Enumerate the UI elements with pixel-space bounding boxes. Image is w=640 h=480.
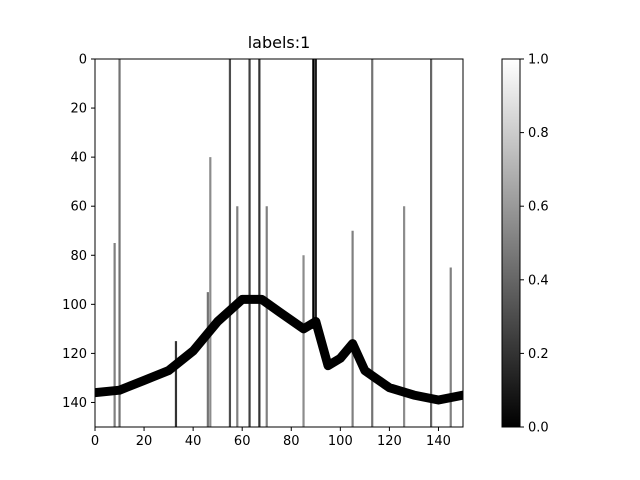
x-tick-label-6: 120: [377, 434, 402, 449]
band-point-5: [213, 317, 222, 326]
band-point-0: [95, 388, 99, 397]
colorbar-tick-label-5: 1.0: [528, 53, 549, 68]
band-point-11: [324, 361, 333, 370]
colorbar-axis: 0.0 0.2 0.4 0.6 0.8 1.0: [520, 53, 549, 436]
x-tick-label-0: 0: [91, 434, 99, 449]
x-tick-label-3: 60: [234, 434, 251, 449]
plot-frame: [94, 58, 464, 428]
band-point-8: [275, 307, 283, 316]
colorbar-gradient: [501, 58, 521, 428]
band-point-9: [299, 324, 308, 333]
band-point-2: [140, 376, 149, 385]
dark-band: [95, 294, 463, 405]
band-point-14: [360, 366, 369, 375]
colorbar-tick-label-2: 0.4: [528, 273, 549, 288]
heatmap-background: [95, 59, 463, 427]
colorbar-tick-label-1: 0.2: [528, 347, 549, 362]
y-tick-label-5: 100: [62, 298, 87, 313]
chart-title: labels:1: [248, 33, 311, 52]
x-axis: 0 20 40 60 80 100 120 140: [91, 427, 451, 449]
x-tick-label-5: 100: [328, 434, 353, 449]
band-point-3: [164, 366, 173, 375]
band-point-1: [115, 386, 124, 395]
x-tick-label-4: 80: [283, 434, 300, 449]
band-point-17: [434, 396, 443, 405]
colorbar: 0.0 0.2 0.4 0.6 0.8 1.0: [501, 53, 549, 436]
y-tick-label-4: 80: [70, 249, 87, 264]
band-point-16: [409, 391, 418, 400]
band-point-7: [257, 295, 266, 304]
x-tick-label-7: 140: [426, 434, 451, 449]
y-tick-label-2: 40: [70, 151, 87, 166]
y-tick-label-3: 60: [70, 200, 87, 215]
colorbar-tick-label-0: 0.0: [528, 421, 549, 436]
colorbar-tick-label-3: 0.6: [528, 200, 549, 215]
heatmap-image: [95, 59, 463, 427]
x-tick-label-1: 20: [136, 434, 153, 449]
band-point-13: [348, 339, 357, 348]
y-tick-label-1: 20: [70, 102, 87, 117]
band-point-4: [189, 346, 198, 355]
y-tick-label-0: 0: [79, 53, 87, 68]
band-point-6: [238, 295, 247, 304]
band-point-18: [459, 391, 463, 400]
band-point-12: [336, 354, 345, 363]
band-point-10: [311, 317, 320, 326]
x-tick-label-2: 40: [185, 434, 202, 449]
band-point-15: [385, 383, 394, 392]
colorbar-tick-label-4: 0.8: [528, 126, 549, 141]
y-tick-label-6: 120: [62, 347, 87, 362]
y-tick-label-7: 140: [62, 396, 87, 411]
y-axis: 0 20 40 60 80 100 120 140: [62, 53, 95, 411]
